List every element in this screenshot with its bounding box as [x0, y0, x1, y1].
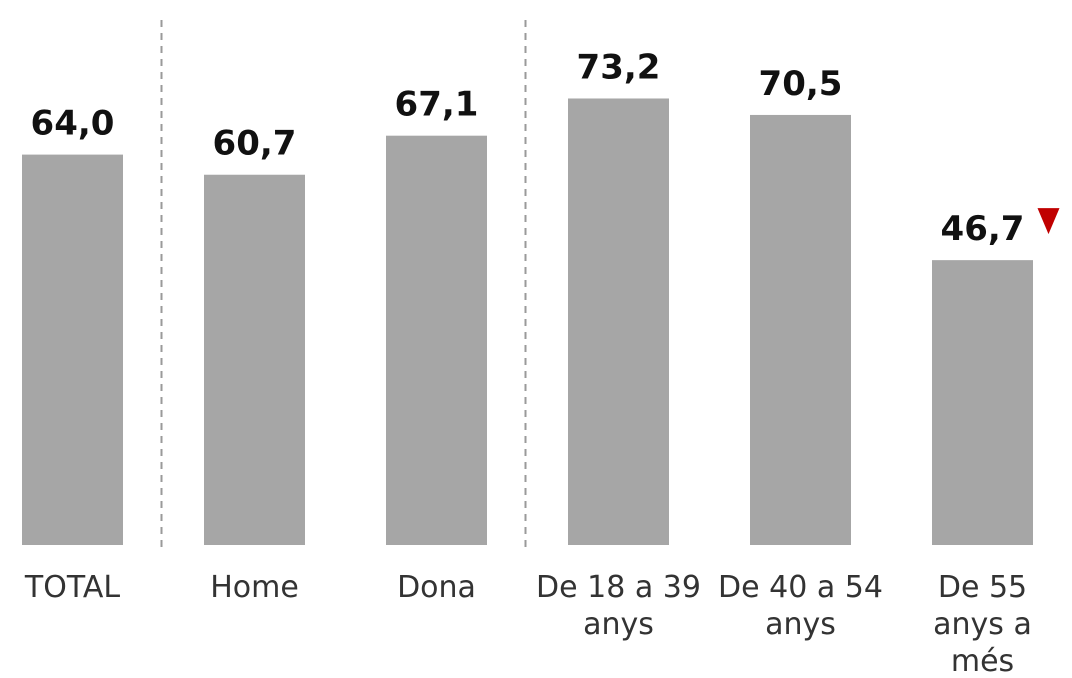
category-label-5-line-2: més	[951, 644, 1014, 678]
category-label-0-line-0: TOTAL	[24, 570, 120, 605]
bar-5	[932, 260, 1033, 545]
bar-1	[204, 174, 305, 546]
category-label-4-line-1: anys	[765, 607, 836, 642]
value-label-0: 64,0	[31, 104, 115, 144]
bar-2	[386, 135, 487, 545]
category-label-3-line-0: De 18 a 39	[536, 570, 701, 605]
value-label-5: 46,7	[941, 209, 1025, 249]
value-label-4: 70,5	[759, 64, 843, 104]
category-label-1-line-0: Home	[210, 570, 299, 605]
category-label-3-line-1: anys	[583, 607, 654, 642]
value-label-1: 60,7	[213, 124, 297, 164]
value-label-2: 67,1	[395, 85, 479, 125]
bar-0	[22, 154, 123, 545]
value-label-3: 73,2	[577, 47, 661, 87]
bar-3	[568, 98, 669, 545]
bar-4	[750, 114, 851, 545]
category-label-2-line-0: Dona	[397, 570, 476, 605]
category-label-4-line-0: De 40 a 54	[718, 570, 883, 605]
category-label-5-line-0: De 55	[938, 570, 1027, 605]
decrease-marker-icon	[1037, 208, 1060, 235]
category-label-5-line-1: anys a	[933, 607, 1032, 642]
